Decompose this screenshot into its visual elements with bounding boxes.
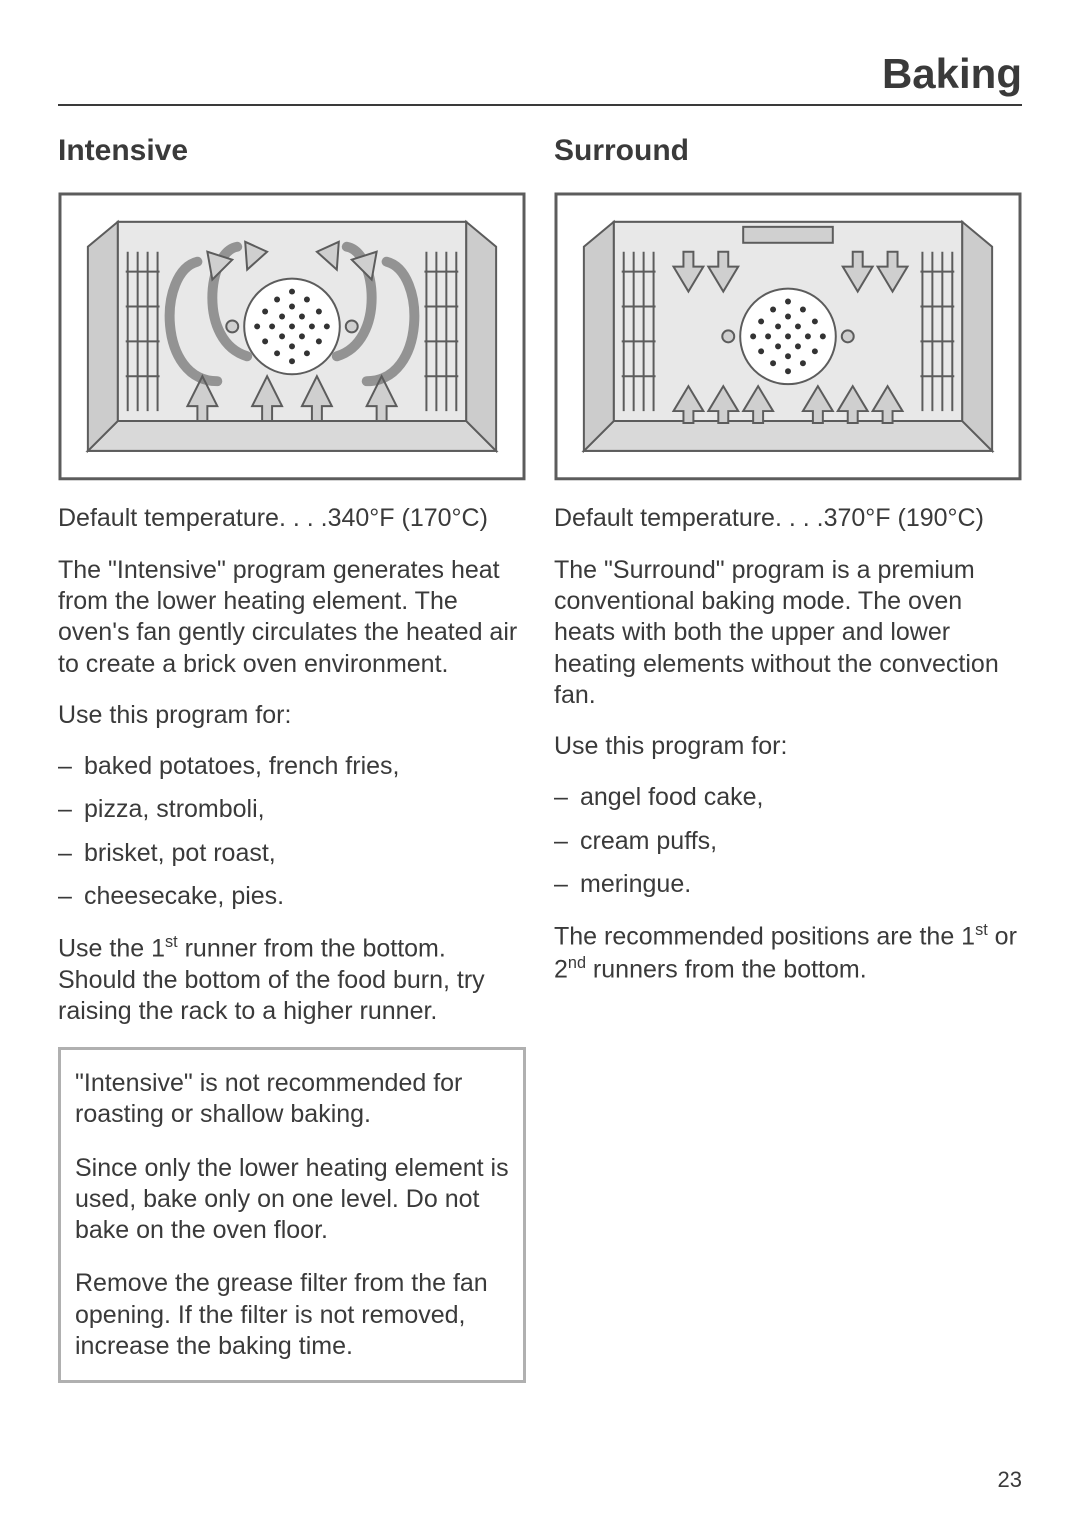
- temp-dots: . . . .: [775, 504, 824, 533]
- intensive-intro: The "Intensive" program generates heat f…: [58, 555, 526, 680]
- surround-intro: The "Surround" program is a premium conv…: [554, 555, 1022, 711]
- intensive-runner-text: Use the 1st runner from the bottom. Shou…: [58, 932, 526, 1027]
- list-item: angel food cake,: [554, 782, 1022, 813]
- right-column: Surround: [554, 134, 1022, 1383]
- list-item: baked potatoes, french fries,: [58, 751, 526, 782]
- surround-use-label: Use this program for:: [554, 731, 1022, 762]
- list-item: meringue.: [554, 869, 1022, 900]
- temp-value: 340°F (170°C): [328, 504, 488, 533]
- list-item: cheesecake, pies.: [58, 881, 526, 912]
- temp-label: Default temperature: [554, 504, 775, 533]
- surround-list: angel food cake, cream puffs, meringue.: [554, 782, 1022, 900]
- temp-label: Default temperature: [58, 504, 279, 533]
- note-paragraph: Remove the grease filter from the fan op…: [75, 1268, 509, 1362]
- list-item: brisket, pot roast,: [58, 838, 526, 869]
- text-fragment: Use the 1: [58, 934, 165, 962]
- text-fragment: The recommended positions are the 1: [554, 922, 975, 950]
- temp-value: 370°F (190°C): [824, 504, 984, 533]
- note-paragraph: "Intensive" is not recommended for roast…: [75, 1068, 509, 1131]
- surround-oven-diagram: [554, 192, 1022, 481]
- surround-heading: Surround: [554, 134, 1022, 168]
- note-paragraph: Since only the lower heating element is …: [75, 1153, 509, 1247]
- surround-recommended-text: The recommended positions are the 1st or…: [554, 920, 1022, 985]
- intensive-oven-diagram: [58, 192, 526, 481]
- list-item: pizza, stromboli,: [58, 794, 526, 825]
- temp-dots: . . . .: [279, 504, 328, 533]
- text-fragment: runners from the bottom.: [586, 955, 867, 983]
- page-number: 23: [998, 1467, 1022, 1493]
- page-title: Baking: [58, 50, 1022, 106]
- surround-temp-line: Default temperature. . . . 370°F (190°C): [554, 504, 1022, 533]
- list-item: cream puffs,: [554, 826, 1022, 857]
- content-columns: Intensive: [58, 134, 1022, 1383]
- intensive-use-label: Use this program for:: [58, 700, 526, 731]
- intensive-heading: Intensive: [58, 134, 526, 168]
- intensive-list: baked potatoes, french fries, pizza, str…: [58, 751, 526, 912]
- ordinal-sup: st: [975, 921, 988, 939]
- ordinal-sup: st: [165, 933, 178, 951]
- intensive-temp-line: Default temperature . . . . 340°F (170°C…: [58, 504, 526, 533]
- intensive-note-box: "Intensive" is not recommended for roast…: [58, 1047, 526, 1383]
- ordinal-sup: nd: [568, 954, 586, 972]
- left-column: Intensive: [58, 134, 526, 1383]
